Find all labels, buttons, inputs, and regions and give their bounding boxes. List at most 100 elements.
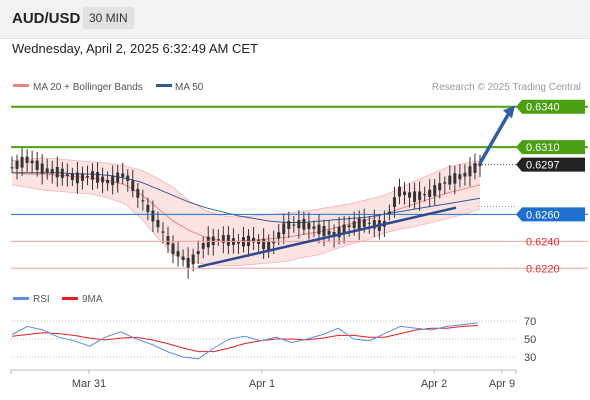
time-tick-label: Apr 1 — [249, 378, 275, 390]
candle-body — [372, 220, 376, 229]
candle-body — [196, 251, 200, 255]
rsi-ma-line — [11, 325, 479, 353]
candle-body — [322, 225, 326, 237]
candle-body — [433, 185, 437, 196]
candle-body — [257, 239, 261, 244]
main-chart-layer: 0.6340 0.6310 0.6297 0.6260 0.6240 0.6220 — [10, 99, 588, 279]
candle-body — [35, 160, 39, 170]
candle-body — [413, 191, 417, 202]
candle-body — [211, 236, 215, 245]
bollinger-lower-line — [11, 184, 481, 266]
candle-body — [55, 166, 59, 178]
ma20-legend-swatch — [13, 84, 29, 87]
level-label-0.6260: 0.6260 — [526, 209, 560, 221]
candle-body — [85, 175, 89, 177]
candle-body — [171, 243, 175, 255]
candle-body — [201, 243, 205, 249]
candle-body — [367, 222, 371, 224]
candle-body — [166, 236, 170, 245]
level-label-badge-0.6260 — [516, 207, 585, 222]
candle-body — [468, 166, 472, 177]
candle-body — [80, 173, 84, 181]
candle-body — [141, 200, 145, 202]
support-trendline — [197, 206, 457, 269]
candle-body — [448, 175, 452, 185]
candle-body — [428, 189, 432, 197]
candle-body — [297, 220, 301, 229]
candle-body — [362, 219, 366, 227]
candle-body — [146, 204, 150, 213]
ma50-legend-label: MA 50 — [175, 82, 204, 93]
bollinger-upper-line — [11, 157, 481, 218]
time-tick-label: Mar 31 — [72, 378, 106, 390]
candle-body — [106, 180, 110, 184]
candle-body — [70, 173, 74, 181]
candle-body — [206, 236, 210, 248]
level-label-0.6297: 0.6297 — [526, 160, 560, 172]
level-label-0.6310: 0.6310 — [526, 142, 560, 154]
level-label-0.6340: 0.6340 — [526, 102, 560, 114]
candle-body — [40, 163, 44, 174]
level-label-badge-0.6340 — [516, 99, 585, 114]
candle-body — [317, 224, 321, 235]
candle-body — [387, 211, 391, 215]
candle-body — [116, 172, 120, 183]
candle-body — [287, 220, 291, 229]
credit-label: Research © 2025 Trading Central — [432, 82, 581, 93]
level-label-badge-0.6297 — [516, 157, 585, 172]
candle-body — [312, 226, 316, 229]
candle-body — [181, 256, 185, 261]
level-label-badge-0.6310 — [516, 140, 585, 155]
candle-body — [307, 222, 311, 230]
candle-body — [136, 188, 140, 198]
time-axis: Mar 31 Apr 1 Apr 2 Apr 9 — [10, 370, 517, 390]
level-label-0.6240: 0.6240 — [526, 236, 560, 248]
candle-body — [282, 223, 286, 235]
candle-body — [277, 232, 281, 239]
candle-body — [45, 168, 49, 173]
candle-body — [30, 160, 34, 164]
candle-body — [236, 241, 240, 244]
rsi-legend-label: RSI — [33, 294, 50, 305]
candle-body — [50, 168, 54, 174]
candle-body — [216, 239, 220, 241]
candle-body — [91, 171, 95, 180]
candle-body — [60, 168, 64, 178]
candle-body — [75, 172, 79, 184]
candle-body — [20, 156, 24, 168]
candle-body — [272, 240, 276, 244]
candle-body — [292, 224, 296, 226]
candle-body — [438, 183, 442, 191]
candle-body — [423, 194, 427, 196]
interval-badge[interactable]: 30 MIN — [83, 7, 134, 29]
candle-body — [15, 160, 19, 169]
rsi-tick-50: 50 — [524, 334, 536, 346]
ma20-legend-label: MA 20 + Bollinger Bands — [33, 82, 143, 93]
symbol-title: AUD/USD — [12, 10, 81, 27]
bollinger-band-area — [12, 157, 480, 266]
candle-body — [221, 235, 225, 243]
candle-body — [408, 192, 412, 198]
candle-body — [463, 172, 467, 177]
candle-body — [186, 257, 190, 268]
candle-body — [302, 218, 306, 230]
ma50-legend-swatch — [156, 84, 172, 87]
rsi-chart-layer: 70 50 30 — [11, 316, 536, 364]
candle-body — [156, 220, 160, 228]
candle-body — [131, 180, 135, 192]
candle-body — [473, 163, 477, 173]
candle-body — [262, 238, 266, 250]
time-tick-label: Apr 2 — [421, 378, 447, 390]
rsi-tick-70: 70 — [524, 316, 536, 328]
candle-body — [337, 226, 341, 238]
chart-header: AUD/USD 30 MIN — [0, 0, 590, 39]
candle-body — [25, 156, 29, 163]
candle-body — [151, 210, 155, 222]
ma50-line — [12, 172, 481, 223]
candle-body — [267, 241, 271, 251]
candle-body — [101, 176, 105, 183]
candle-body — [252, 237, 256, 243]
rsi-tick-30: 30 — [524, 352, 536, 364]
level-label-0.6220: 0.6220 — [526, 263, 560, 275]
